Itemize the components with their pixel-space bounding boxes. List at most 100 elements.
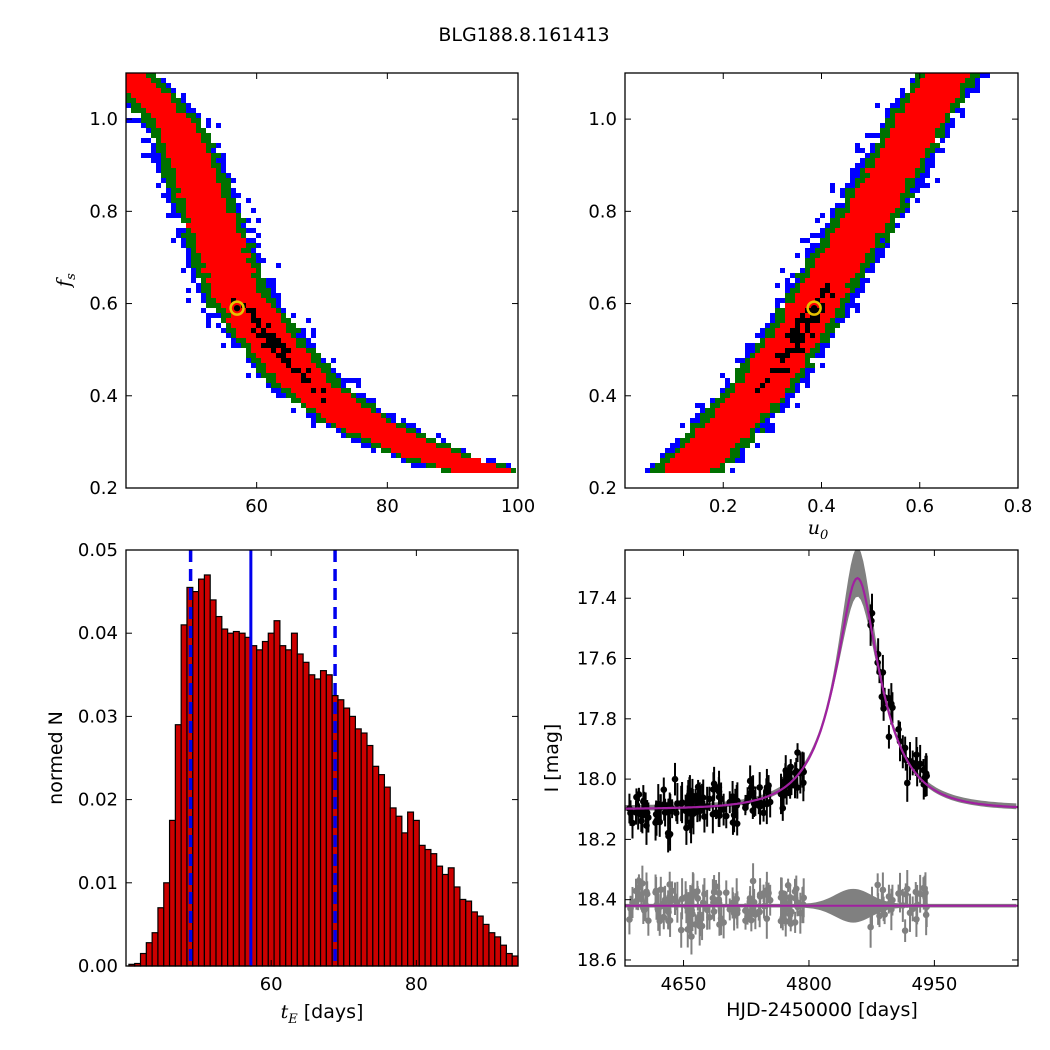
fs-u0-sigma1-cell: [850, 258, 855, 263]
fs-u0-sigma1-cell: [755, 358, 760, 363]
fs-u0-sigma1-cell: [925, 138, 930, 143]
fs-te-sigma2-cell: [246, 248, 251, 253]
fs-u0-sigma2-cell: [825, 238, 830, 243]
fs-te-sigma1-cell: [146, 93, 151, 98]
data-point: [744, 795, 751, 802]
fs-te-sigma3-cell: [136, 118, 141, 123]
fs-te-sigma3-cell: [296, 333, 301, 338]
fs-u0-sigma2-cell: [720, 398, 725, 403]
fs-te-sigma1-cell: [171, 133, 176, 138]
residual-point: [645, 917, 652, 924]
fs-u0-ytick-label: 1.0: [588, 109, 617, 130]
fs-u0-sigma1-cell: [760, 393, 765, 398]
fs-te-sigma2-cell: [206, 298, 211, 303]
fs-u0-sigma1-cell: [930, 118, 935, 123]
fs-te-sigma1-cell: [191, 213, 196, 218]
fs-te-sigma2-cell: [201, 283, 206, 288]
fs-u0-sigma1-cell: [770, 343, 775, 348]
fs-u0-sigma3-cell: [765, 418, 770, 423]
fs-te-sigma2-cell: [126, 98, 131, 103]
histogram-bar: [290, 632, 298, 967]
fs-u0-sigma3-cell: [810, 248, 815, 253]
fs-te-sigma1-cell: [221, 233, 226, 238]
fs-te-sigma1-cell: [231, 323, 236, 328]
fs-u0-sigma1-cell: [920, 128, 925, 133]
fs-te-sigma1-cell: [391, 443, 396, 448]
fs-u0-sigma3-cell: [780, 408, 785, 413]
fs-te-sigma1-cell: [221, 198, 226, 203]
fs-te-sigma1-cell: [286, 368, 291, 373]
fs-te-sigma1-cell: [236, 318, 241, 323]
data-point: [901, 744, 909, 752]
fs-u0-sigma1-cell: [835, 263, 840, 268]
fs-te-sigma1-cell: [216, 198, 221, 203]
fs-u0-sigma1-cell: [875, 198, 880, 203]
fs-te-best-cell: [261, 333, 266, 338]
fs-u0-sigma2-cell: [865, 158, 870, 163]
fs-te-sigma1-cell: [426, 448, 431, 453]
fs-te-sigma1-cell: [241, 288, 246, 293]
fs-te-sigma1-cell: [196, 198, 201, 203]
fs-u0-sigma1-cell: [880, 158, 885, 163]
fs-te-sigma2-cell: [171, 198, 176, 203]
fs-u0-sigma1-cell: [920, 118, 925, 123]
fs-te-sigma1-cell: [216, 248, 221, 253]
fs-te-sigma2-cell: [236, 338, 241, 343]
residual-point: [763, 887, 771, 894]
fs-te-sigma1-cell: [206, 158, 211, 163]
fs-te-sigma2-cell: [431, 463, 436, 468]
fs-u0-best-cell: [815, 298, 820, 303]
fs-u0-sigma3-cell: [850, 178, 855, 183]
fs-te-sigma2-cell: [181, 198, 186, 203]
fs-te-sigma1-cell: [396, 433, 401, 438]
fs-u0-sigma3-cell: [695, 413, 700, 418]
fs-u0-sigma2-cell: [710, 403, 715, 408]
fs-u0-sigma1-cell: [925, 83, 930, 88]
fs-te-sigma1-cell: [226, 248, 231, 253]
fs-u0-sigma1-cell: [860, 188, 865, 193]
fs-u0-best-cell: [795, 328, 800, 333]
fs-te-sigma1-cell: [221, 208, 226, 213]
fs-te-sigma1-cell: [396, 443, 401, 448]
fs-te-sigma1-cell: [396, 448, 401, 453]
fs-te-sigma2-cell: [181, 208, 186, 213]
fs-u0-sigma3-cell: [860, 278, 865, 283]
fs-te-sigma2-cell: [266, 293, 271, 298]
fs-u0-sigma1-cell: [890, 208, 895, 213]
fs-u0-sigma3-cell: [955, 108, 960, 113]
fs-u0-sigma1-cell: [810, 323, 815, 328]
fs-u0-sigma1-cell: [925, 133, 930, 138]
fs-te-sigma2-cell: [201, 133, 206, 138]
fs-te-sigma3-cell: [226, 173, 231, 178]
fs-u0-sigma1-cell: [800, 303, 805, 308]
fs-te-sigma1-cell: [381, 428, 386, 433]
fs-u0-sigma3-cell: [790, 393, 795, 398]
fs-te-sigma2-cell: [176, 208, 181, 213]
fs-te-sigma3-cell: [146, 138, 151, 143]
data-point: [635, 791, 643, 798]
fs-te-sigma1-cell: [126, 88, 131, 93]
fs-u0-sigma1-cell: [880, 168, 885, 173]
fs-u0-sigma3-cell: [820, 213, 825, 218]
fs-te-sigma1-cell: [156, 118, 161, 123]
fs-u0-sigma3-cell: [850, 173, 855, 178]
fs-u0-sigma3-cell: [845, 303, 850, 308]
fs-te-sigma1-cell: [301, 383, 306, 388]
fs-u0-sigma2-cell: [740, 438, 745, 443]
fs-te-sigma2-cell: [291, 398, 296, 403]
fs-te-sigma1-cell: [321, 403, 326, 408]
fs-te-sigma1-cell: [226, 303, 231, 308]
fs-te-sigma2-cell: [366, 403, 371, 408]
histogram-bar: [238, 632, 246, 967]
fs-te-sigma1-cell: [191, 168, 196, 173]
fs-u0-sigma1-cell: [960, 78, 965, 83]
fs-u0-sigma2-cell: [855, 183, 860, 188]
fs-te-sigma3-cell: [406, 423, 411, 428]
fs-u0-sigma1-cell: [820, 283, 825, 288]
fs-te-sigma3-cell: [151, 143, 156, 148]
normed-n-axis-label: normed N: [45, 711, 67, 805]
fs-te-sigma1-cell: [206, 153, 211, 158]
fs-te-sigma1-cell: [151, 108, 156, 113]
fs-u0-sigma1-cell: [745, 398, 750, 403]
fs-te-sigma3-cell: [276, 393, 281, 398]
